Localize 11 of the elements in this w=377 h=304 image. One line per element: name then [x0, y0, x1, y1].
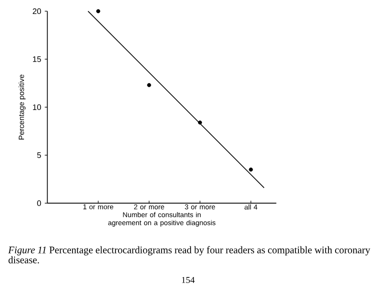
y-tick-label: 5	[37, 152, 41, 158]
point	[147, 83, 152, 88]
y-tick-label: 0	[37, 200, 41, 206]
y-tick-label: 20	[32, 8, 41, 14]
text: Figure 11 Percentage electrocardiograms read by four readers as compatible with coronary disease.	[8, 246, 370, 264]
y-tick-label: 10	[33, 104, 41, 110]
y-tick-label: 15	[33, 56, 41, 62]
point	[198, 120, 202, 125]
point	[248, 168, 253, 172]
text: 154	[182, 276, 195, 284]
point	[96, 9, 100, 14]
